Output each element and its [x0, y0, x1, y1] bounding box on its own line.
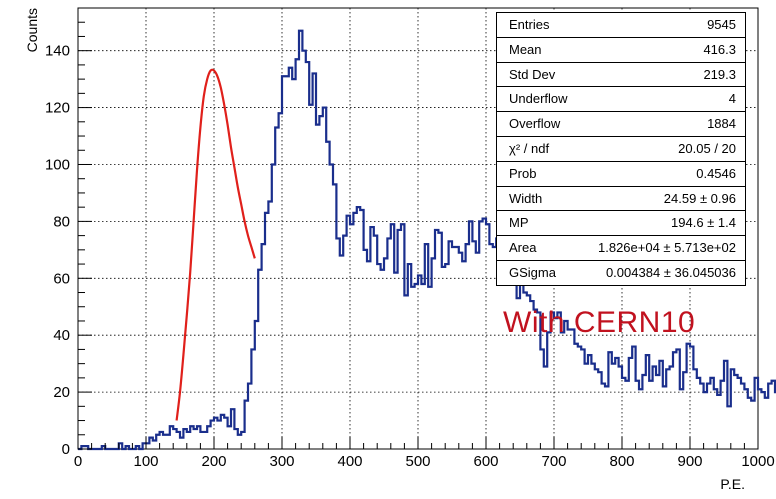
stat-name: Std Dev: [509, 63, 555, 88]
fit-curve: [177, 70, 255, 421]
stat-name: MP: [509, 211, 529, 236]
y-tick-labels: 0 20 40 60 80 100 120 140: [45, 43, 70, 458]
y-tick-label: 120: [45, 100, 70, 117]
y-tick-label: 40: [53, 327, 70, 344]
stat-name: Prob: [509, 162, 536, 187]
x-tick-label: 800: [609, 453, 634, 470]
y-tick-label: 60: [53, 270, 70, 287]
stat-value: 4: [729, 87, 736, 112]
stat-value: 9545: [707, 13, 736, 38]
x-tick-label: 1000: [741, 453, 774, 470]
stat-value: 416.3: [703, 38, 736, 63]
x-tick-label: 600: [473, 453, 498, 470]
stat-row: Std Dev 219.3: [497, 63, 745, 88]
stat-name: Entries: [509, 13, 549, 38]
annotation-text: With CERN10: [503, 306, 695, 340]
statistics-box: Entries 9545 Mean 416.3 Std Dev 219.3 Underflo…: [496, 12, 746, 286]
x-tick-label: 100: [133, 453, 158, 470]
y-tick-label: 20: [53, 384, 70, 401]
stat-name: χ² / ndf: [509, 137, 549, 162]
x-tick-labels: 0 100 200 300 400 500 600 700 800 900 1000: [74, 453, 775, 470]
stat-value: 0.4546: [696, 162, 736, 187]
stat-name: Mean: [509, 38, 542, 63]
stat-row: Prob 0.4546: [497, 162, 745, 187]
x-tick-label: 900: [677, 453, 702, 470]
x-tick-label: 700: [541, 453, 566, 470]
y-tick-label: 140: [45, 43, 70, 60]
stat-name: GSigma: [509, 261, 556, 286]
stat-row: χ² / ndf 20.05 / 20: [497, 137, 745, 162]
stat-value: 24.59 ± 0.96: [664, 187, 736, 212]
x-tick-label: 200: [201, 453, 226, 470]
stat-name: Underflow: [509, 87, 568, 112]
x-tick-label: 500: [405, 453, 430, 470]
stat-name: Area: [509, 236, 536, 261]
stat-value: 1.826e+04 ± 5.713e+02: [598, 236, 736, 261]
stat-value: 0.004384 ± 36.045036: [606, 261, 736, 286]
y-tick-label: 80: [53, 213, 70, 230]
stat-row: Mean 416.3: [497, 38, 745, 63]
stat-value: 194.6 ± 1.4: [671, 211, 736, 236]
x-tick-label: 0: [74, 453, 82, 470]
stat-name: Width: [509, 187, 542, 212]
stat-value: 219.3: [703, 63, 736, 88]
x-axis-title: P.E.: [720, 476, 745, 492]
stat-row: Area 1.826e+04 ± 5.713e+02: [497, 236, 745, 261]
stat-value: 1884: [707, 112, 736, 137]
stat-value: 20.05 / 20: [678, 137, 736, 162]
x-tick-label: 300: [269, 453, 294, 470]
stat-row: GSigma 0.004384 ± 36.045036: [497, 261, 745, 286]
y-tick-label: 100: [45, 156, 70, 173]
stat-name: Overflow: [509, 112, 560, 137]
stat-row: Underflow 4: [497, 87, 745, 112]
stat-row: Entries 9545: [497, 13, 745, 38]
y-tick-label: 0: [62, 441, 70, 458]
stat-row: Width 24.59 ± 0.96: [497, 187, 745, 212]
x-tick-label: 400: [337, 453, 362, 470]
stat-row: MP 194.6 ± 1.4: [497, 211, 745, 236]
y-axis-title: Counts: [24, 8, 40, 52]
stat-row: Overflow 1884: [497, 112, 745, 137]
